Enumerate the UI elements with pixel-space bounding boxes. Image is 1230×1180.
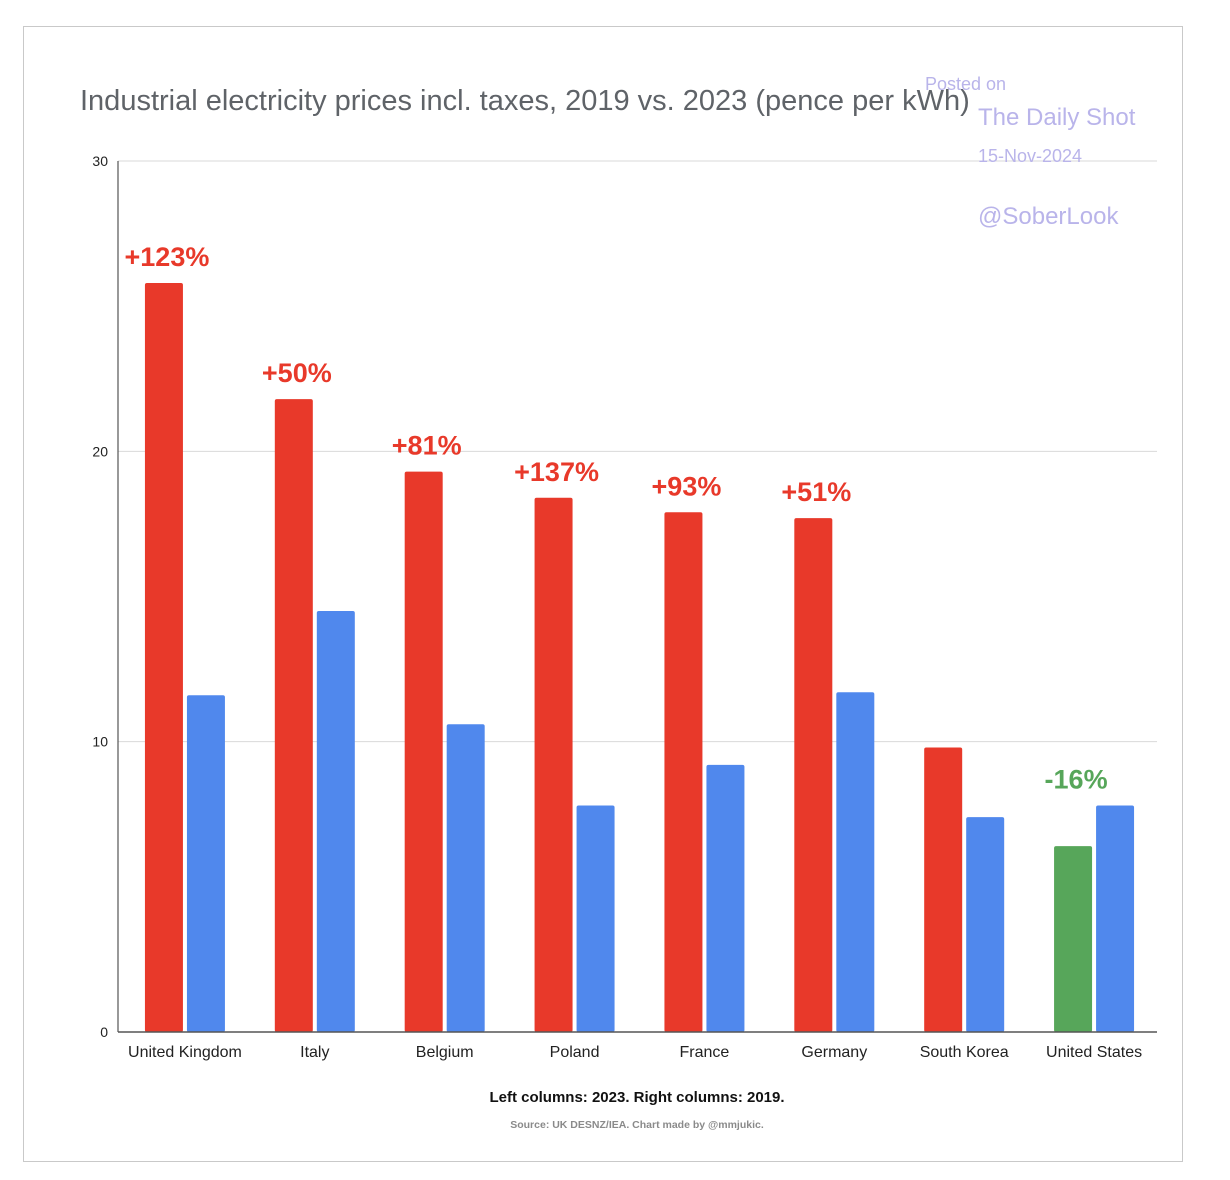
y-tick-label: 20 [92, 443, 108, 459]
bar-2023 [664, 512, 703, 1032]
bar-2019 [966, 817, 1005, 1032]
bar-2019 [1096, 805, 1135, 1032]
change-label: +81% [392, 431, 462, 461]
bar-2019 [316, 611, 355, 1032]
bar-2023 [534, 497, 573, 1033]
watermark-posted-on: Posted on [925, 74, 1006, 94]
change-label: -16% [1045, 765, 1108, 795]
chart-title: Industrial electricity prices incl. taxe… [80, 85, 970, 117]
bars [144, 282, 1135, 1033]
watermark-handle: @SoberLook [978, 203, 1119, 230]
change-label: +50% [262, 358, 332, 388]
bar-2023 [404, 471, 443, 1032]
change-label: +137% [514, 457, 599, 487]
y-tick-label: 30 [92, 153, 108, 169]
watermark-date: 15-Nov-2024 [978, 146, 1082, 166]
bar-2019 [446, 724, 485, 1032]
bar-2019 [836, 692, 875, 1032]
x-tick-label: South Korea [920, 1044, 1009, 1061]
bar-2023 [1054, 846, 1093, 1032]
x-tick-label: Germany [801, 1044, 867, 1061]
x-axis-labels: United Kingdom Italy Belgium Poland France Ge… [128, 1044, 1142, 1061]
bar-2023 [794, 518, 833, 1032]
bar-2023 [274, 399, 313, 1032]
x-tick-label: Italy [300, 1044, 329, 1061]
x-tick-label: Belgium [416, 1044, 474, 1061]
y-tick-label: 10 [92, 734, 108, 750]
change-label: +51% [781, 477, 851, 507]
x-tick-label: United States [1046, 1044, 1142, 1061]
bar-2019 [186, 695, 225, 1032]
gridlines [118, 160, 1157, 743]
bar-2023 [144, 282, 183, 1032]
x-tick-label: Poland [550, 1044, 600, 1061]
source-note: Source: UK DESNZ/IEA. Chart made by @mmj… [510, 1119, 764, 1131]
watermark: Posted on The Daily Shot 15-Nov-2024 @So… [925, 74, 1136, 230]
bar-2023 [924, 747, 963, 1032]
bar-2019 [706, 764, 745, 1032]
change-label: +123% [125, 242, 210, 272]
change-labels: +123% +50% +81% +137% +93% +51% -16% [125, 242, 1108, 795]
y-axis-ticks: 0 10 20 30 [92, 153, 108, 1040]
change-label: +93% [652, 471, 722, 501]
footnote: Left columns: 2023. Right columns: 2019. [489, 1089, 784, 1106]
watermark-publication: The Daily Shot [978, 104, 1136, 131]
y-tick-label: 0 [100, 1024, 108, 1040]
x-tick-label: France [680, 1044, 730, 1061]
bar-2019 [576, 805, 615, 1032]
x-tick-label: United Kingdom [128, 1044, 242, 1061]
